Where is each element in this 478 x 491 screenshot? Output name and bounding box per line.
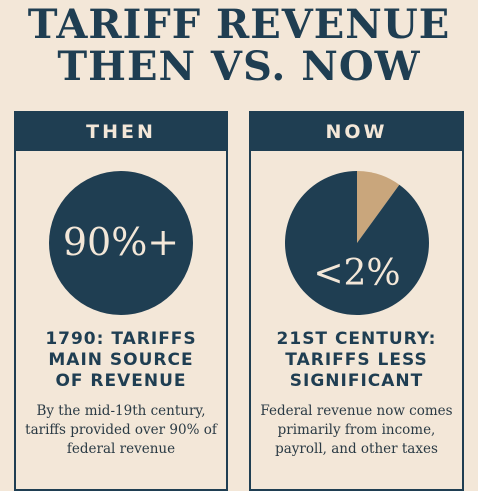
then-caption-line-1: 1790: TARIFFS — [45, 329, 197, 349]
pie-slice-tariffs — [356, 171, 399, 243]
now-center-label: <2% — [313, 253, 400, 294]
now-description: Federal revenue now comes primarily from… — [260, 403, 453, 457]
then-center-label: 90%+ — [63, 220, 179, 264]
now-panel: NOW <2% 21ST CENTURY: TARIFFS LESS SIGNI… — [249, 111, 464, 491]
now-caption-line-3: SIGNIFICANT — [289, 371, 424, 391]
title-line-1: TARIFF REVENUE — [27, 1, 451, 48]
now-caption: 21ST CENTURY: TARIFFS LESS SIGNIFICANT — [251, 329, 462, 392]
now-caption-line-2: TARIFFS LESS — [285, 350, 428, 370]
now-panel-header: NOW — [251, 113, 462, 151]
pie-slice-other — [284, 171, 429, 315]
then-description: By the mid-19th century, tariffs provide… — [25, 403, 217, 457]
then-panel: THEN 90%+ 1790: TARIFFS MAIN SOURCE OF R… — [14, 111, 228, 491]
then-panel-header: THEN — [16, 113, 226, 151]
title-line-2: THEN VS. NOW — [57, 43, 421, 90]
then-caption-line-3: OF REVENUE — [55, 371, 187, 391]
now-pie-chart: <2% — [284, 171, 429, 315]
now-caption-line-1: 21ST CENTURY: — [276, 329, 437, 349]
then-pie-chart: 90%+ — [49, 171, 193, 315]
then-caption-line-2: MAIN SOURCE — [48, 350, 194, 370]
pie-slice-tariffs — [49, 171, 193, 315]
then-caption: 1790: TARIFFS MAIN SOURCE OF REVENUE — [16, 329, 226, 392]
